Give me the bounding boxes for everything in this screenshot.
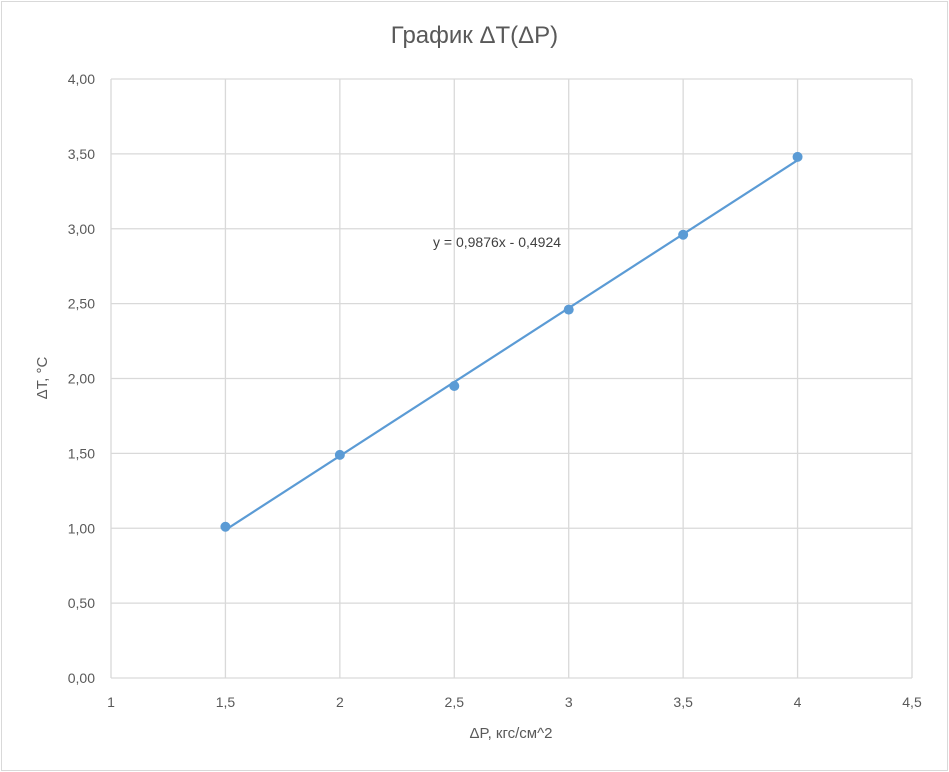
x-tick-label: 3 <box>565 694 573 710</box>
x-tick-label: 2,5 <box>445 694 465 710</box>
y-tick-label: 1,50 <box>68 445 95 461</box>
y-tick-label: 3,50 <box>68 146 95 162</box>
y-tick-label: 1,00 <box>68 520 95 536</box>
x-tick-label: 4,5 <box>902 694 922 710</box>
series <box>220 151 803 532</box>
y-tick-label: 3,00 <box>68 221 95 237</box>
data-point <box>678 229 689 240</box>
x-tick-label: 3,5 <box>673 694 693 710</box>
data-point <box>792 151 803 162</box>
y-tick-label: 0,00 <box>68 670 95 686</box>
y-tick-label: 2,50 <box>68 296 95 312</box>
y-tick-label: 2,00 <box>68 371 95 387</box>
data-point <box>220 521 231 532</box>
y-axis-title: ΔT, °C <box>34 356 51 399</box>
trendline-equation: y = 0,9876x - 0,4924 <box>433 234 561 250</box>
x-tick-labels: 1 1,5 2 2,5 3 3,5 4 4,5 <box>107 694 922 710</box>
grid-lines <box>110 78 913 679</box>
x-tick-label: 2 <box>336 694 344 710</box>
x-tick-label: 1 <box>107 694 115 710</box>
x-axis-title: ΔP, кгс/см^2 <box>470 725 553 742</box>
y-tick-label: 4,00 <box>68 71 95 87</box>
y-tick-label: 0,50 <box>68 595 95 611</box>
chart-title: График ΔT(ΔP) <box>390 22 559 49</box>
x-tick-label: 4 <box>794 694 802 710</box>
data-point <box>449 380 460 391</box>
data-point <box>563 304 574 315</box>
trendline <box>224 159 799 531</box>
data-point <box>334 449 345 460</box>
y-tick-labels: 0,00 0,50 1,00 1,50 2,00 2,50 3,00 3,50 4,00 <box>68 71 95 686</box>
x-tick-label: 1,5 <box>216 694 236 710</box>
